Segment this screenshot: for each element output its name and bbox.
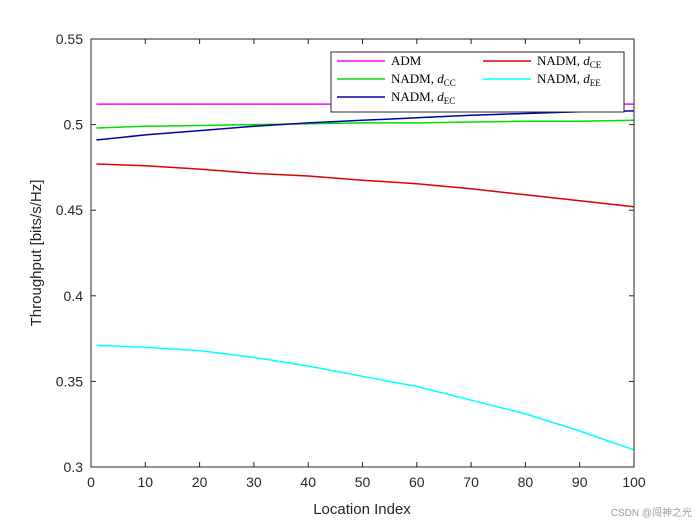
legend-label-var: d — [583, 53, 590, 68]
series-line-nadm-d-ec — [96, 110, 635, 141]
ticks-layer: 0 10 20 30 40 50 60 70 80 90 100 0.3 0.35 0.4 0.45 0.5 0… — [56, 31, 646, 490]
watermark: CSDN @闯神之光 — [610, 508, 692, 519]
legend-label-var: d — [437, 89, 444, 104]
legend-box — [330, 51, 625, 113]
legend-label: NADM, dEE — [537, 71, 601, 88]
legend-label: NADM, dCE — [537, 53, 602, 70]
x-tick-label: 10 — [138, 474, 154, 490]
legend-label-var: d — [583, 71, 590, 86]
legend-label-subscript: CC — [444, 78, 456, 88]
legend-label-subscript: EC — [444, 96, 456, 106]
y-tick-label: 0.5 — [64, 117, 84, 133]
series-line-nadm-d-ce — [96, 163, 635, 208]
x-tick-label: 80 — [518, 474, 534, 490]
series-line-nadm-d-ee — [96, 344, 635, 451]
legend-label-var: d — [437, 71, 444, 86]
x-tick-label: 60 — [409, 474, 425, 490]
x-tick-label: 30 — [246, 474, 262, 490]
x-tick-label: 40 — [300, 474, 316, 490]
y-axis-label: Throughput [bits/s/Hz] — [28, 180, 45, 327]
y-tick-label: 0.3 — [64, 459, 84, 475]
y-tick-label: 0.4 — [64, 288, 84, 304]
legend-label-text: NADM, — [391, 89, 437, 104]
x-tick-label: 100 — [622, 474, 646, 490]
x-tick-label: 20 — [192, 474, 208, 490]
x-tick-label: 90 — [572, 474, 588, 490]
y-tick-label: 0.35 — [56, 373, 83, 389]
legend-label: NADM, dEC — [391, 89, 455, 106]
legend-label-subscript: EE — [590, 78, 601, 88]
x-axis-label: Location Index — [313, 501, 411, 518]
x-tick-label: 50 — [355, 474, 371, 490]
y-tick-label: 0.45 — [56, 202, 83, 218]
legend-label-text: NADM, — [537, 53, 583, 68]
legend-label-subscript: CE — [590, 60, 602, 70]
x-tick-label: 0 — [87, 474, 95, 490]
legend-label: ADM — [391, 53, 422, 68]
series-line-nadm-d-cc — [96, 119, 635, 129]
legend-label-text: NADM, — [391, 71, 437, 86]
legend-label: NADM, dCC — [391, 71, 456, 88]
legend-label-text: NADM, — [537, 71, 583, 86]
x-tick-label: 70 — [463, 474, 479, 490]
y-tick-label: 0.55 — [56, 31, 83, 47]
